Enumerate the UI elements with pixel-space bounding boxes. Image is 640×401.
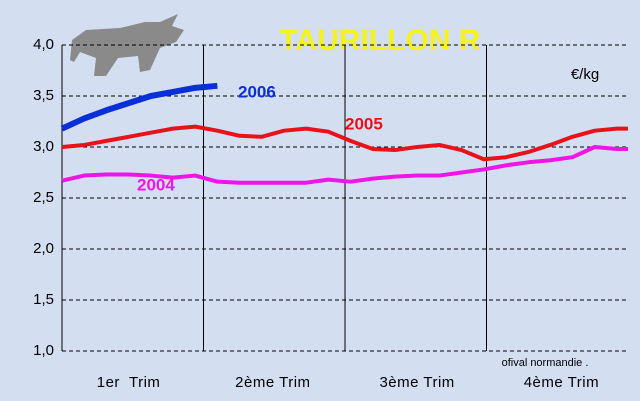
x-tick-label: 1er Trim [97,374,161,391]
y-tick-label: 2,0 [33,240,54,257]
series-label: 2005 [345,114,383,133]
unit-label: €/kg [571,66,599,83]
y-tick-label: 1,0 [33,342,54,359]
chart-title: TAURILLON R [279,24,480,57]
series-label: 2006 [238,82,276,101]
series-label: 2004 [137,175,175,194]
series-line [60,82,218,132]
series-line [61,124,628,162]
source-note: ofival normandie . [502,357,589,369]
y-tick-label: 3,5 [33,87,54,104]
y-tick-label: 3,0 [33,138,54,155]
y-tick-label: 1,5 [33,291,54,308]
series-line [61,145,628,185]
x-tick-label: 2ème Trim [235,374,310,391]
y-tick-label: 2,5 [33,189,54,206]
y-tick-label: 4,0 [33,36,54,53]
x-tick-label: 3ème Trim [379,374,454,391]
x-tick-label: 4ème Trim [524,374,599,391]
